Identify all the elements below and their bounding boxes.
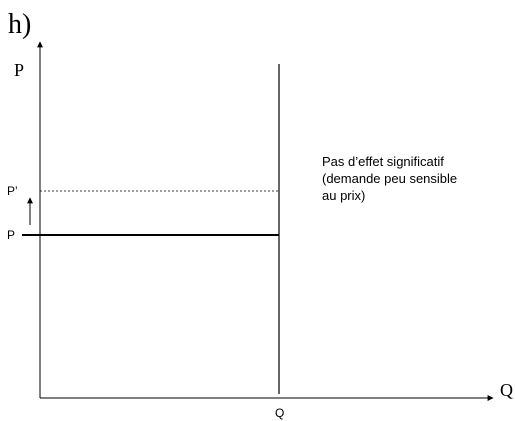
- annotation-line-2: (demande peu sensible: [322, 171, 457, 186]
- annotation-line-1: Pas d’effet significatif: [322, 154, 444, 169]
- label-q: Q: [275, 406, 284, 420]
- price-axis-title: P: [14, 60, 24, 80]
- annotation: Pas d’effet significatif (demande peu se…: [322, 154, 457, 203]
- label-p: P: [7, 228, 15, 242]
- label-p-prime: P’: [7, 184, 18, 198]
- panel-label: h): [8, 9, 31, 40]
- quantity-axis-title: Q: [500, 380, 513, 400]
- annotation-line-3: au prix): [322, 188, 365, 203]
